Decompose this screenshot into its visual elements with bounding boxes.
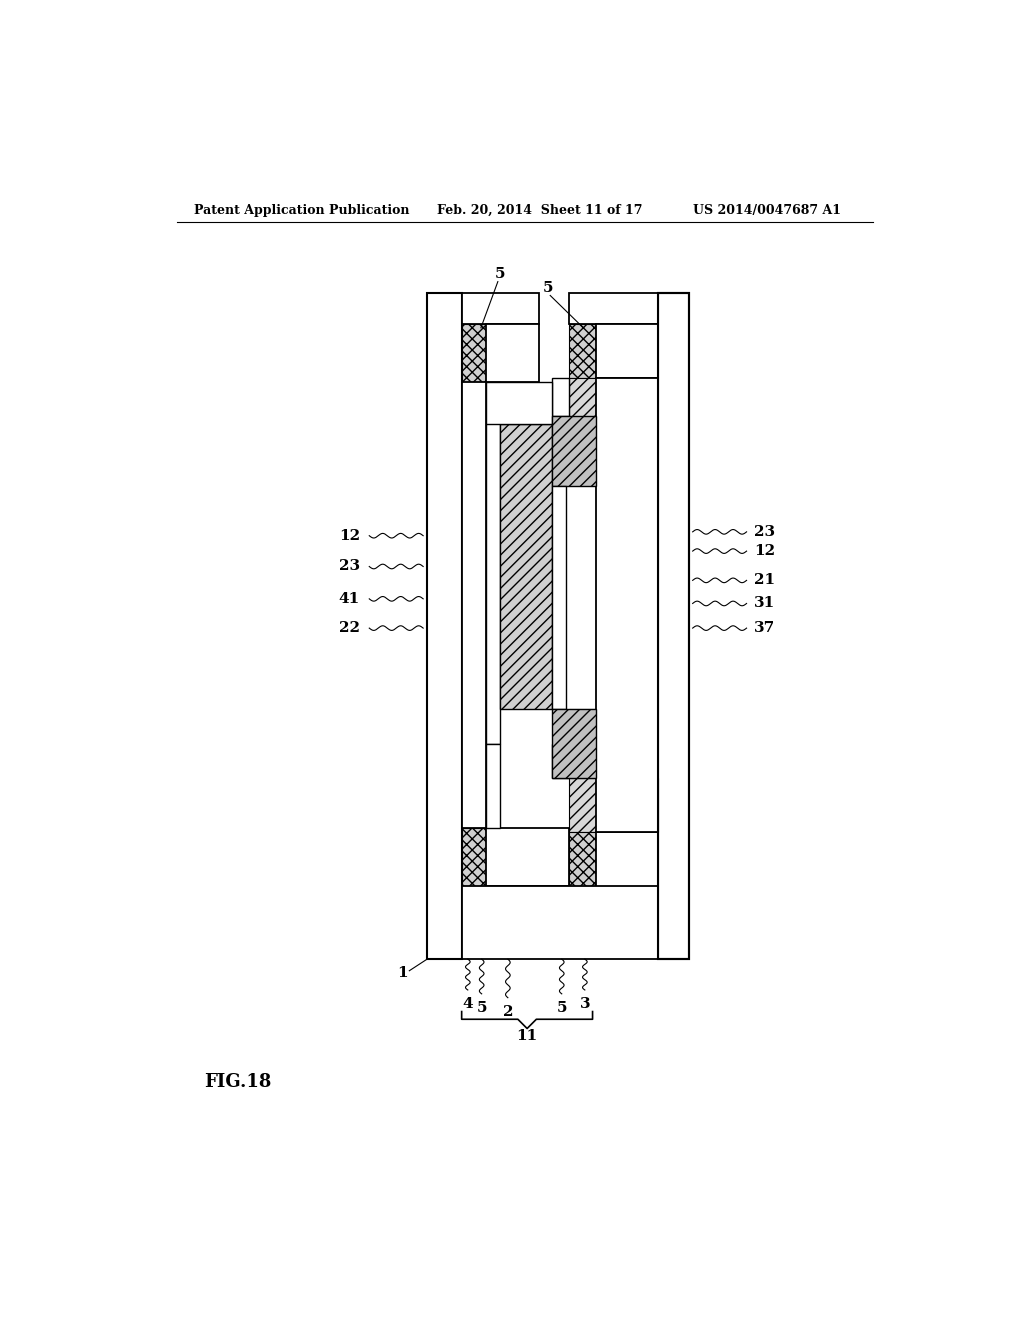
Bar <box>569 378 596 444</box>
Text: Feb. 20, 2014  Sheet 11 of 17: Feb. 20, 2014 Sheet 11 of 17 <box>437 205 642 218</box>
Bar <box>486 381 500 743</box>
Text: 21: 21 <box>755 573 775 587</box>
Bar <box>569 832 596 890</box>
Text: FIG.18: FIG.18 <box>204 1073 271 1092</box>
Bar <box>552 709 596 779</box>
Bar <box>596 378 658 832</box>
Text: 22: 22 <box>339 622 360 635</box>
Bar <box>500 424 552 709</box>
Bar <box>569 323 596 378</box>
Text: 3: 3 <box>580 997 590 1011</box>
Bar <box>552 378 569 416</box>
Bar <box>569 779 658 832</box>
Bar <box>462 829 486 886</box>
Bar <box>569 709 596 743</box>
Text: 5: 5 <box>495 267 506 281</box>
Text: 31: 31 <box>755 597 775 610</box>
Text: 4: 4 <box>463 997 473 1011</box>
Bar <box>569 293 658 323</box>
Text: 37: 37 <box>755 622 775 635</box>
Bar <box>596 323 658 378</box>
Bar <box>462 886 658 960</box>
Text: 12: 12 <box>339 529 360 543</box>
Text: US 2014/0047687 A1: US 2014/0047687 A1 <box>692 205 841 218</box>
Bar <box>462 323 486 381</box>
Text: 12: 12 <box>755 544 775 558</box>
Bar <box>486 323 539 381</box>
Text: 41: 41 <box>339 591 360 606</box>
Bar <box>658 293 689 960</box>
Text: 2: 2 <box>503 1005 513 1019</box>
Bar <box>658 293 689 960</box>
Bar <box>427 293 462 960</box>
Bar <box>462 381 486 829</box>
Text: 23: 23 <box>339 560 360 573</box>
Text: 5: 5 <box>476 1001 487 1015</box>
Bar <box>552 416 596 486</box>
Text: 5: 5 <box>556 1001 567 1015</box>
Text: 5: 5 <box>543 281 553 294</box>
Text: 1: 1 <box>397 966 408 979</box>
Bar <box>486 743 500 829</box>
Bar <box>552 486 565 709</box>
Text: 23: 23 <box>755 525 775 539</box>
Bar <box>486 829 569 886</box>
Bar <box>658 293 677 960</box>
Bar <box>552 743 569 779</box>
Bar <box>486 381 552 424</box>
Bar <box>596 832 658 890</box>
Text: 11: 11 <box>516 1030 538 1043</box>
Bar <box>462 293 539 323</box>
Text: Patent Application Publication: Patent Application Publication <box>194 205 410 218</box>
